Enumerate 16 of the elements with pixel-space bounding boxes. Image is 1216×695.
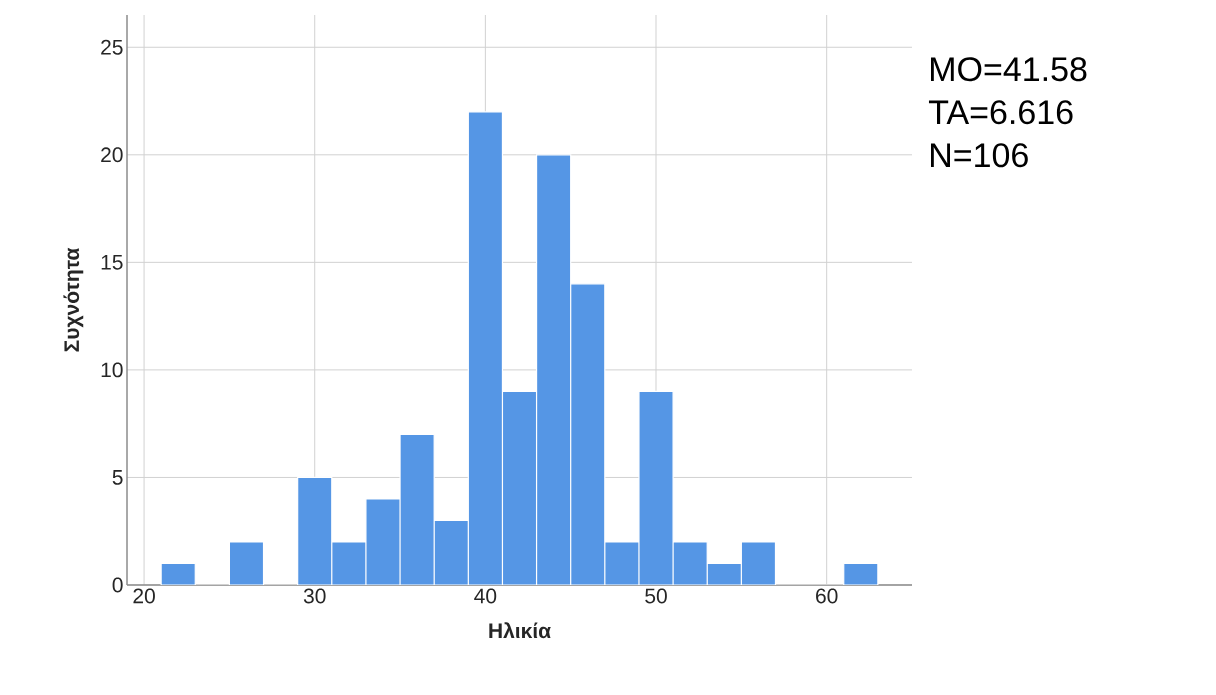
- y-tick-label: 25: [101, 39, 123, 55]
- y-tick-label: 20: [101, 147, 123, 163]
- text: N=106: [931, 143, 1028, 168]
- x-tick-label: 50: [645, 588, 667, 604]
- x-tick-label: 30: [303, 588, 326, 604]
- x-axis-title: Ηλικία: [489, 622, 551, 639]
- text: TA=6.616: [928, 100, 1073, 125]
- x-tick-label: 20: [133, 588, 155, 604]
- y-tick-label: 10: [101, 362, 123, 378]
- y-tick-label: 0: [112, 577, 123, 593]
- y-axis-title: Συχνότητα: [63, 247, 84, 352]
- x-tick-label: 40: [474, 588, 497, 604]
- y-tick-label: 15: [101, 255, 123, 270]
- text: MO=41.58: [931, 57, 1087, 82]
- x-tick-label: 60: [816, 588, 838, 604]
- y-tick-label: 5: [112, 470, 123, 485]
